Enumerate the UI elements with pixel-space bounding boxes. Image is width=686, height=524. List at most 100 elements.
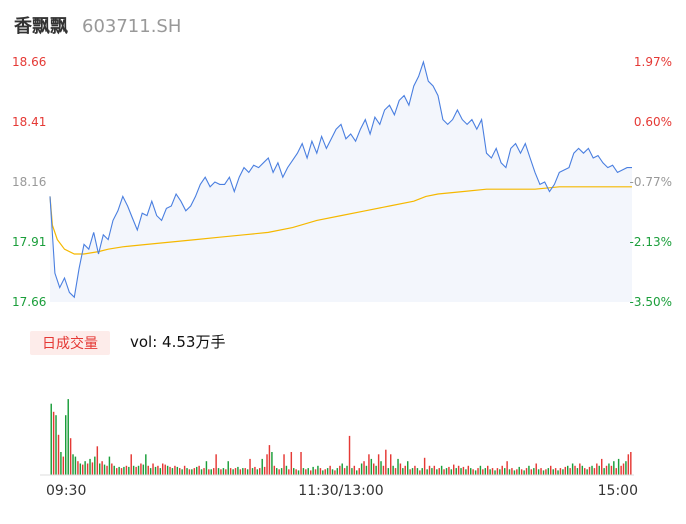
volume-bar xyxy=(317,465,319,475)
volume-bar xyxy=(331,469,334,476)
volume-bar xyxy=(179,468,181,475)
time-axis: 09:30 11:30/13:00 15:00 xyxy=(46,483,638,499)
volume-bar xyxy=(280,468,283,475)
volume-bar xyxy=(608,463,610,475)
volume-bar xyxy=(593,468,596,475)
volume-bar xyxy=(467,465,470,475)
volume-bar xyxy=(414,465,416,475)
volume-bar xyxy=(482,469,484,476)
volume-bar xyxy=(242,468,244,475)
volume-bar xyxy=(196,466,198,475)
volume-bar xyxy=(533,468,535,475)
volume-bar xyxy=(421,468,423,475)
volume-bar xyxy=(576,468,579,475)
volume-bar xyxy=(399,463,402,475)
volume-bar xyxy=(74,456,77,475)
volume-bar xyxy=(135,466,137,475)
volume-bar xyxy=(567,465,569,475)
volume-bar xyxy=(477,468,479,475)
volume-bar xyxy=(368,454,370,475)
volume-bar xyxy=(283,454,285,475)
volume-bar xyxy=(613,461,615,475)
volume-bar xyxy=(462,466,465,475)
volume-bar xyxy=(511,468,513,475)
volume-bar xyxy=(363,461,365,475)
volume-bar xyxy=(137,465,140,475)
volume-bar xyxy=(108,456,111,475)
price-tick-label: 17.66 xyxy=(12,295,46,309)
volume-bar xyxy=(501,465,503,475)
volume-bar xyxy=(540,468,542,475)
volume-bar xyxy=(271,452,273,475)
percent-tick-label: -2.13% xyxy=(630,235,672,249)
volume-bar xyxy=(57,434,60,476)
volume-bar xyxy=(385,449,387,475)
volume-bar xyxy=(341,463,343,475)
volume-bar xyxy=(460,468,462,475)
volume-bar xyxy=(474,470,477,475)
volume-bar xyxy=(622,463,625,475)
volume-bar xyxy=(89,458,91,475)
volume-bar xyxy=(203,468,205,475)
price-tick-label: 17.91 xyxy=(12,235,46,249)
volume-bar xyxy=(499,469,501,476)
volume-bar xyxy=(436,469,438,476)
volume-bar xyxy=(82,464,84,475)
volume-bar xyxy=(443,469,445,476)
volume-bar xyxy=(465,469,467,476)
volume-bar xyxy=(373,463,375,475)
volume-bar xyxy=(409,469,411,476)
time-label: 11:30/13:00 xyxy=(298,483,383,499)
volume-bar xyxy=(326,468,329,475)
volume-bar xyxy=(520,469,523,476)
volume-bar xyxy=(123,466,125,475)
volume-bar xyxy=(392,465,394,475)
volume-bar xyxy=(191,469,193,476)
volume-bar xyxy=(232,469,234,476)
volume-bar xyxy=(116,468,118,475)
volume-bar xyxy=(617,458,620,475)
volume-bar xyxy=(91,462,94,476)
volume-bar xyxy=(145,454,147,475)
volume-bar xyxy=(346,465,348,475)
volume-bar xyxy=(244,468,246,475)
volume-bar xyxy=(438,468,440,475)
volume-bar xyxy=(428,465,431,475)
volume-bar xyxy=(263,466,266,475)
volume-bar xyxy=(142,464,145,475)
volume-bar xyxy=(307,468,309,475)
volume-bar xyxy=(627,454,630,475)
volume-bar xyxy=(215,454,217,475)
volume-bar xyxy=(295,469,297,476)
time-label: 09:30 xyxy=(46,483,86,499)
volume-bar xyxy=(445,468,448,475)
price-tick-label: 18.66 xyxy=(12,55,46,69)
volume-bar xyxy=(322,470,324,475)
volume-bar xyxy=(171,468,174,475)
volume-bar xyxy=(229,468,232,475)
volume-bar xyxy=(278,469,280,476)
volume-bar xyxy=(77,461,79,475)
volume-bar xyxy=(491,468,494,475)
volume-plot[interactable] xyxy=(50,399,632,476)
volume-bar xyxy=(598,465,600,475)
volume-bar xyxy=(479,465,482,475)
volume-bar xyxy=(615,468,617,475)
volume-bar xyxy=(351,468,353,475)
volume-bar xyxy=(300,452,302,475)
stock-name: 香飘飘 xyxy=(13,16,68,37)
volume-bar xyxy=(314,469,317,476)
average-price-line xyxy=(49,186,632,255)
volume-bar xyxy=(416,468,419,475)
volume-bar xyxy=(128,466,130,475)
volume-bar xyxy=(375,465,377,475)
price-tick-label: 18.41 xyxy=(12,115,46,129)
volume-bar xyxy=(562,469,564,476)
volume-tab[interactable]: 日成交量 xyxy=(42,335,98,352)
volume-bar xyxy=(62,456,65,475)
stock-code: 603711.SH xyxy=(82,16,181,37)
volume-bar xyxy=(106,465,108,475)
price-plot[interactable] xyxy=(49,60,632,302)
volume-bar xyxy=(564,466,567,475)
volume-bar xyxy=(237,466,239,475)
